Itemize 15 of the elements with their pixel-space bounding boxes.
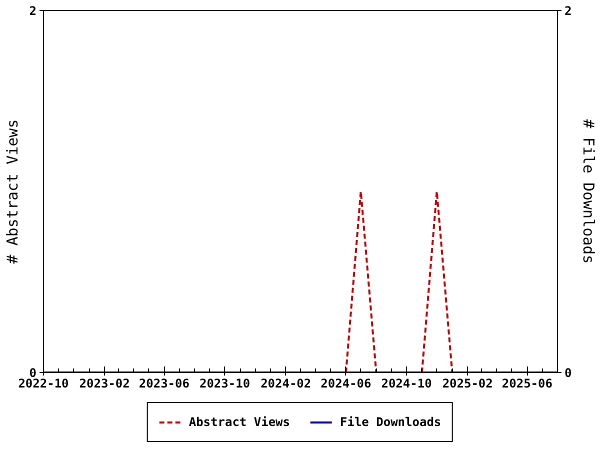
x-tick-label: 2023-06 (138, 376, 190, 390)
x-tick-label: 2024-10 (381, 376, 432, 390)
legend-label: Abstract Views (188, 414, 290, 430)
x-tick-label: 2024-02 (260, 376, 312, 390)
x-tick-label: 2025-02 (442, 376, 493, 390)
x-tick-label: 2022-10 (18, 376, 69, 390)
x-tick-label: 2025-06 (502, 376, 552, 390)
y-axis-title: # Abstract Views (3, 119, 22, 264)
y2-axis-title: # File Downloads (580, 119, 598, 264)
x-tick-label: 2024-06 (320, 376, 372, 390)
legend-label: File Downloads (340, 414, 442, 430)
y2-tick-label: 0 (564, 366, 572, 380)
x-tick-label: 2023-10 (199, 376, 250, 390)
x-tick-label: 2023-02 (79, 376, 130, 390)
y2-tick-label: 2 (564, 4, 572, 18)
